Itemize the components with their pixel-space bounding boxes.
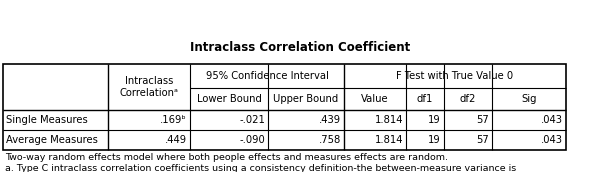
Text: .439: .439 bbox=[319, 115, 341, 125]
Text: 57: 57 bbox=[476, 135, 489, 145]
Bar bbox=[3, 64, 566, 150]
Text: Average Measures: Average Measures bbox=[6, 135, 98, 145]
Text: Lower Bound: Lower Bound bbox=[197, 94, 262, 104]
Text: Single Measures: Single Measures bbox=[6, 115, 88, 125]
Text: F Test with True Value 0: F Test with True Value 0 bbox=[397, 71, 514, 81]
Text: -.021: -.021 bbox=[239, 115, 265, 125]
Text: .043: .043 bbox=[541, 115, 563, 125]
Text: a. Type C intraclass correlation coefficients using a consistency definition-the: a. Type C intraclass correlation coeffic… bbox=[5, 164, 516, 172]
Text: Value: Value bbox=[361, 94, 389, 104]
Text: Intraclass Correlation Coefficient: Intraclass Correlation Coefficient bbox=[190, 41, 410, 54]
Text: .758: .758 bbox=[319, 135, 341, 145]
Text: 95% Confidence Interval: 95% Confidence Interval bbox=[206, 71, 328, 81]
Text: .169ᵇ: .169ᵇ bbox=[160, 115, 187, 125]
Text: .043: .043 bbox=[541, 135, 563, 145]
Text: -.090: -.090 bbox=[239, 135, 265, 145]
Text: Sig: Sig bbox=[521, 94, 537, 104]
Text: 19: 19 bbox=[428, 115, 441, 125]
Text: 1.814: 1.814 bbox=[374, 115, 403, 125]
Text: df2: df2 bbox=[460, 94, 476, 104]
Text: 57: 57 bbox=[476, 115, 489, 125]
Text: 19: 19 bbox=[428, 135, 441, 145]
Text: Upper Bound: Upper Bound bbox=[274, 94, 338, 104]
Text: Intraclass
Correlationᵃ: Intraclass Correlationᵃ bbox=[119, 76, 179, 98]
Text: Two-way random effects model where both people effects and measures effects are : Two-way random effects model where both … bbox=[5, 153, 448, 162]
Text: .449: .449 bbox=[165, 135, 187, 145]
Text: df1: df1 bbox=[417, 94, 433, 104]
Text: 1.814: 1.814 bbox=[374, 135, 403, 145]
